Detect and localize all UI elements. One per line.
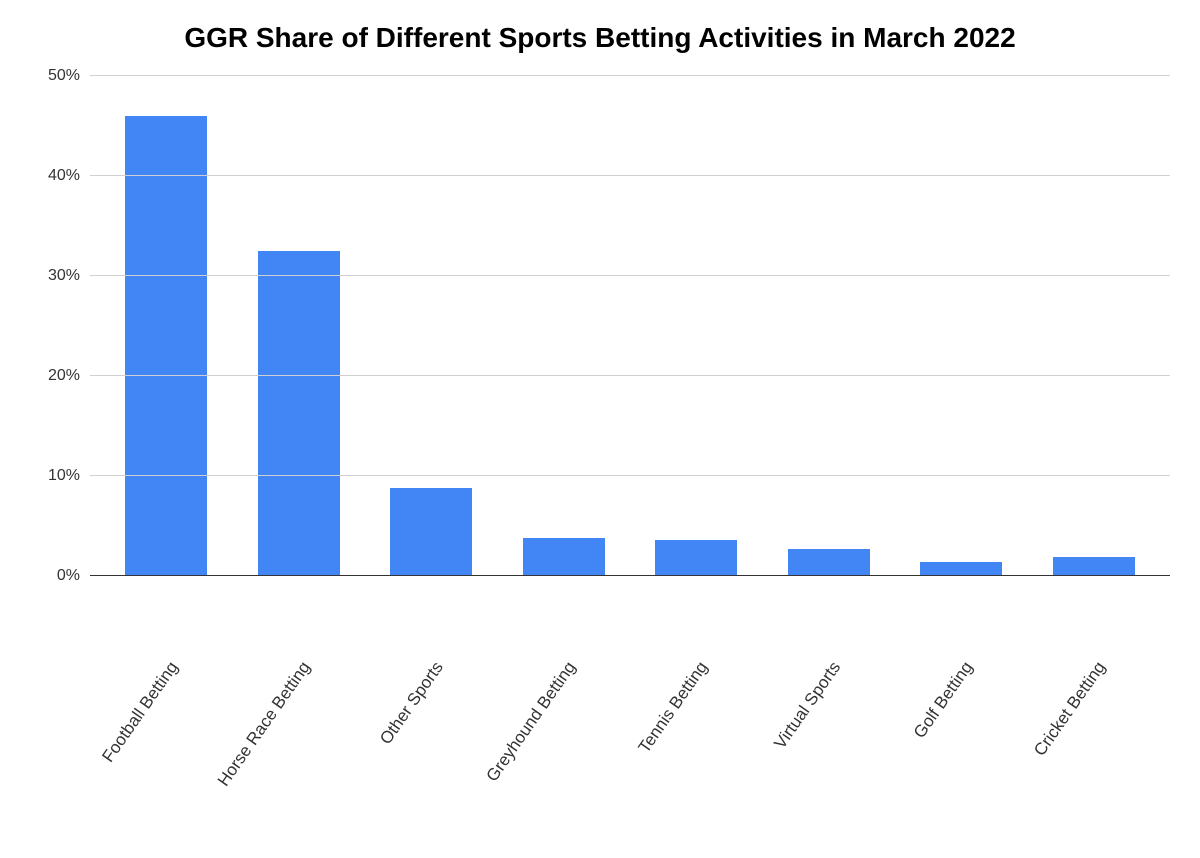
x-axis: Football Betting Horse Race BettingOther … xyxy=(90,658,1170,838)
x-label-wrapper: Greyhound Betting xyxy=(498,658,631,838)
bars-container xyxy=(90,76,1170,575)
bar xyxy=(125,116,207,575)
x-axis-label: Cricket Betting xyxy=(1030,658,1110,760)
gridline xyxy=(90,375,1170,376)
bar-group xyxy=(233,76,366,575)
y-tick-label: 0% xyxy=(57,567,80,585)
bar xyxy=(655,540,737,575)
gridline xyxy=(90,175,1170,176)
x-label-wrapper: Golf Betting xyxy=(895,658,1028,838)
y-tick-label: 50% xyxy=(48,67,80,85)
gridline xyxy=(90,275,1170,276)
x-label-wrapper: Football Betting xyxy=(100,658,233,838)
x-label-wrapper: Virtual Sports xyxy=(763,658,896,838)
gridline xyxy=(90,475,1170,476)
bar-group xyxy=(895,76,1028,575)
gridline xyxy=(90,75,1170,76)
y-axis: 0%10%20%30%40%50% xyxy=(30,76,90,576)
y-tick-label: 40% xyxy=(48,167,80,185)
x-axis-label: Golf Betting xyxy=(910,658,977,742)
x-label-wrapper: Tennis Betting xyxy=(630,658,763,838)
x-label-wrapper: Horse Race Betting xyxy=(233,658,366,838)
x-axis-label: Tennis Betting xyxy=(635,658,713,757)
x-label-wrapper: Cricket Betting xyxy=(1028,658,1161,838)
chart-container: GGR Share of Different Sports Betting Ac… xyxy=(30,20,1170,838)
bar xyxy=(258,251,340,575)
bar-group xyxy=(365,76,498,575)
bar xyxy=(1053,557,1135,575)
bar xyxy=(920,562,1002,575)
chart-area: 0%10%20%30%40%50% xyxy=(30,76,1170,648)
y-tick-label: 10% xyxy=(48,467,80,485)
y-tick-label: 30% xyxy=(48,267,80,285)
x-axis-label: Football Betting xyxy=(98,658,182,766)
x-axis-label: Greyhound Betting xyxy=(482,658,580,786)
bar-group xyxy=(630,76,763,575)
bar-group xyxy=(498,76,631,575)
bar-group xyxy=(763,76,896,575)
bar-group xyxy=(1028,76,1161,575)
chart-title: GGR Share of Different Sports Betting Ac… xyxy=(30,20,1170,56)
y-tick-label: 20% xyxy=(48,367,80,385)
bar xyxy=(390,488,472,576)
bar xyxy=(523,538,605,575)
bar-group xyxy=(100,76,233,575)
bar xyxy=(788,549,870,575)
x-axis-label: Other Sports xyxy=(376,658,448,748)
x-label-wrapper: Other Sports xyxy=(365,658,498,838)
plot-area xyxy=(90,76,1170,576)
x-axis-label: Virtual Sports xyxy=(770,658,845,753)
